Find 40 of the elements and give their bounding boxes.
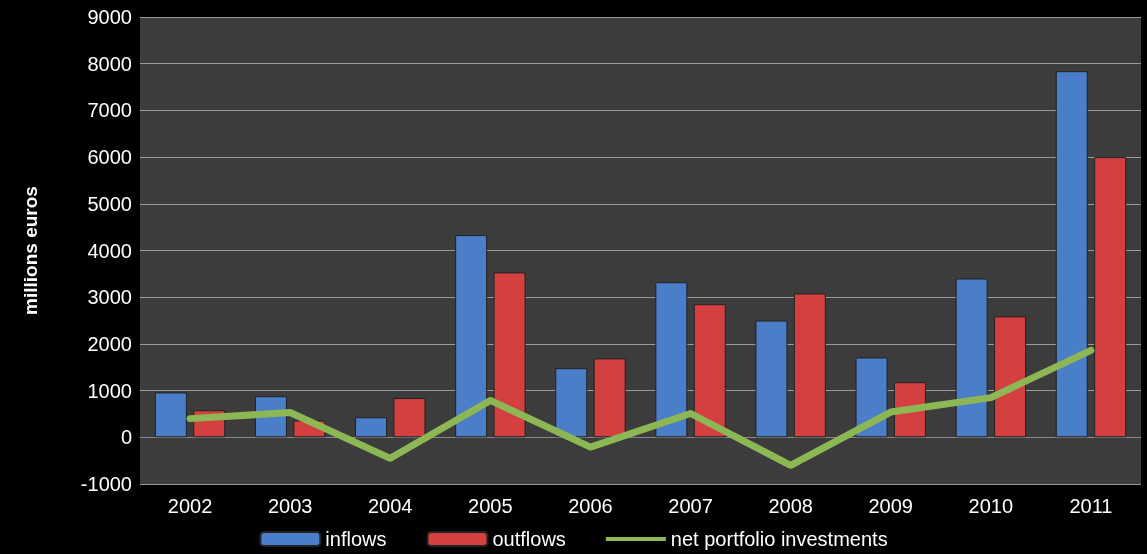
y-tick-label: 3000 bbox=[87, 286, 132, 309]
bar bbox=[955, 278, 988, 438]
legend-label: inflows bbox=[325, 528, 387, 550]
y-tick-label: 4000 bbox=[87, 239, 132, 262]
bar bbox=[555, 368, 588, 438]
x-tick-label: 2006 bbox=[568, 495, 613, 517]
bar bbox=[994, 316, 1027, 438]
bar bbox=[693, 304, 726, 438]
bar bbox=[755, 320, 788, 438]
y-tick-label: 5000 bbox=[87, 192, 132, 215]
y-tick-label: 2000 bbox=[87, 332, 132, 355]
x-tick-label: 2009 bbox=[868, 495, 913, 517]
legend-label: outflows bbox=[492, 528, 566, 550]
y-tick-label: 9000 bbox=[87, 6, 132, 28]
x-tick-label: 2002 bbox=[167, 495, 213, 517]
bar bbox=[154, 392, 187, 438]
x-tick-label: 2004 bbox=[368, 495, 413, 517]
bar bbox=[793, 293, 826, 438]
bar bbox=[1055, 71, 1088, 438]
x-tick-label: 2008 bbox=[768, 495, 813, 517]
bar bbox=[493, 272, 526, 438]
x-tick-label: 2011 bbox=[1069, 495, 1113, 517]
bar bbox=[455, 235, 488, 438]
bar bbox=[355, 417, 388, 438]
y-tick-label: 8000 bbox=[87, 52, 132, 75]
legend-label: net portfolio investments bbox=[670, 528, 888, 550]
y-tick-label: -1000 bbox=[80, 473, 132, 495]
x-tick-label: 2010 bbox=[968, 495, 1014, 517]
bar bbox=[593, 358, 626, 438]
bar bbox=[1094, 157, 1127, 438]
y-axis-title: millions euros bbox=[20, 186, 41, 315]
y-tick-label: 7000 bbox=[87, 99, 132, 122]
y-tick-label: 6000 bbox=[87, 146, 132, 169]
y-tick-label: 1000 bbox=[87, 379, 132, 402]
x-tick-label: 2007 bbox=[668, 495, 713, 517]
y-tick-label: 0 bbox=[120, 426, 132, 449]
bar bbox=[655, 282, 688, 438]
bar bbox=[393, 398, 426, 438]
x-tick-label: 2005 bbox=[468, 495, 513, 517]
x-tick-label: 2003 bbox=[267, 495, 313, 517]
